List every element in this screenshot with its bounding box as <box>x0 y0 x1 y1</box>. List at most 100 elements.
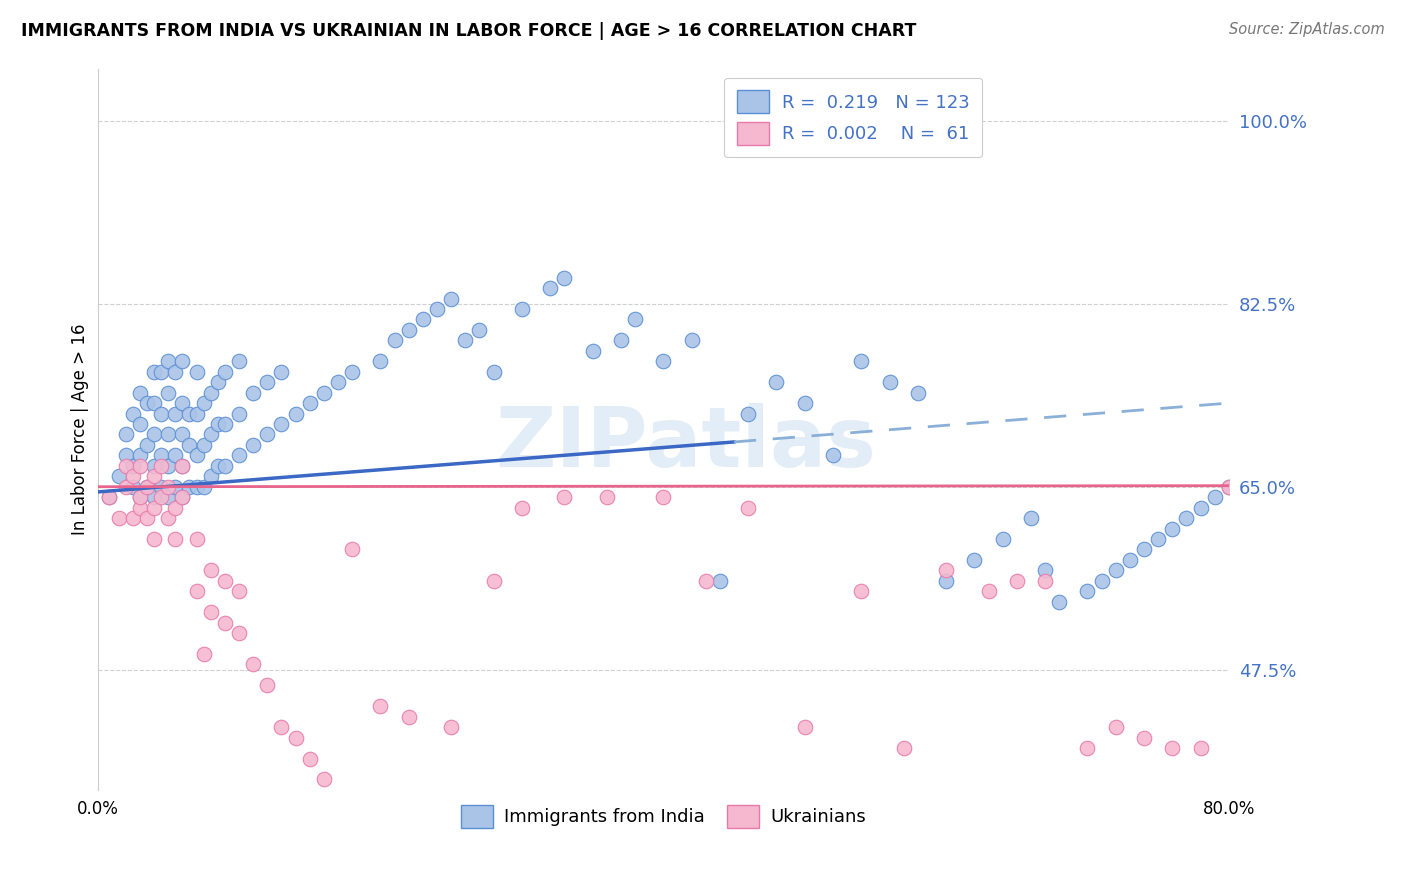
Point <box>228 584 250 599</box>
Point <box>122 511 145 525</box>
Point <box>129 500 152 515</box>
Point <box>1302 417 1324 431</box>
Point <box>398 710 420 724</box>
Text: Source: ZipAtlas.com: Source: ZipAtlas.com <box>1229 22 1385 37</box>
Point <box>115 480 138 494</box>
Point <box>935 574 957 588</box>
Point <box>1218 480 1240 494</box>
Point <box>150 490 173 504</box>
Point <box>172 458 194 473</box>
Point <box>595 490 617 504</box>
Text: IMMIGRANTS FROM INDIA VS UKRAINIAN IN LABOR FORCE | AGE > 16 CORRELATION CHART: IMMIGRANTS FROM INDIA VS UKRAINIAN IN LA… <box>21 22 917 40</box>
Point <box>157 385 180 400</box>
Point <box>312 385 335 400</box>
Point <box>214 615 236 630</box>
Point <box>553 490 575 504</box>
Point <box>157 480 180 494</box>
Point <box>482 574 505 588</box>
Point <box>510 500 533 515</box>
Point <box>482 365 505 379</box>
Point <box>214 574 236 588</box>
Point <box>136 511 159 525</box>
Point <box>553 270 575 285</box>
Point <box>165 532 187 546</box>
Point <box>1005 574 1028 588</box>
Point <box>193 396 215 410</box>
Point <box>186 480 208 494</box>
Point <box>793 720 815 734</box>
Point <box>150 407 173 421</box>
Point <box>242 385 264 400</box>
Point <box>709 574 731 588</box>
Point <box>136 480 159 494</box>
Point <box>129 458 152 473</box>
Point <box>1105 720 1128 734</box>
Point <box>893 741 915 756</box>
Point <box>384 334 406 348</box>
Point <box>652 354 675 368</box>
Point <box>157 458 180 473</box>
Point <box>821 448 844 462</box>
Point <box>214 458 236 473</box>
Point <box>1175 511 1198 525</box>
Point <box>172 354 194 368</box>
Point <box>270 720 292 734</box>
Point <box>1119 553 1142 567</box>
Point <box>186 448 208 462</box>
Point <box>270 365 292 379</box>
Point <box>1374 365 1396 379</box>
Point <box>207 458 229 473</box>
Point <box>652 490 675 504</box>
Point <box>129 490 152 504</box>
Point <box>228 626 250 640</box>
Point <box>157 354 180 368</box>
Point <box>737 500 759 515</box>
Point <box>879 375 901 389</box>
Point <box>737 407 759 421</box>
Point <box>977 584 1000 599</box>
Point <box>1033 563 1056 577</box>
Point <box>1076 584 1098 599</box>
Point <box>1288 427 1310 442</box>
Point <box>228 448 250 462</box>
Point <box>200 385 222 400</box>
Point <box>1019 511 1042 525</box>
Point <box>326 375 349 389</box>
Point <box>440 720 463 734</box>
Point <box>200 469 222 483</box>
Point <box>256 678 278 692</box>
Point <box>143 469 166 483</box>
Point <box>1133 542 1156 557</box>
Point <box>370 699 392 714</box>
Point <box>1033 574 1056 588</box>
Point <box>186 532 208 546</box>
Point <box>1133 731 1156 745</box>
Point <box>1360 375 1382 389</box>
Point <box>426 301 449 316</box>
Point <box>256 427 278 442</box>
Point <box>157 427 180 442</box>
Point <box>228 354 250 368</box>
Point <box>765 375 787 389</box>
Point <box>150 458 173 473</box>
Point <box>200 605 222 619</box>
Point <box>1076 741 1098 756</box>
Point <box>1331 396 1354 410</box>
Point <box>440 292 463 306</box>
Y-axis label: In Labor Force | Age > 16: In Labor Force | Age > 16 <box>72 324 89 535</box>
Point <box>624 312 647 326</box>
Point <box>454 334 477 348</box>
Point <box>1346 385 1368 400</box>
Point <box>991 532 1014 546</box>
Point <box>1047 595 1070 609</box>
Point <box>200 563 222 577</box>
Point <box>115 448 138 462</box>
Point <box>150 448 173 462</box>
Point <box>340 542 363 557</box>
Point <box>1147 532 1170 546</box>
Point <box>165 407 187 421</box>
Point <box>122 480 145 494</box>
Point <box>129 385 152 400</box>
Point <box>214 365 236 379</box>
Point <box>256 375 278 389</box>
